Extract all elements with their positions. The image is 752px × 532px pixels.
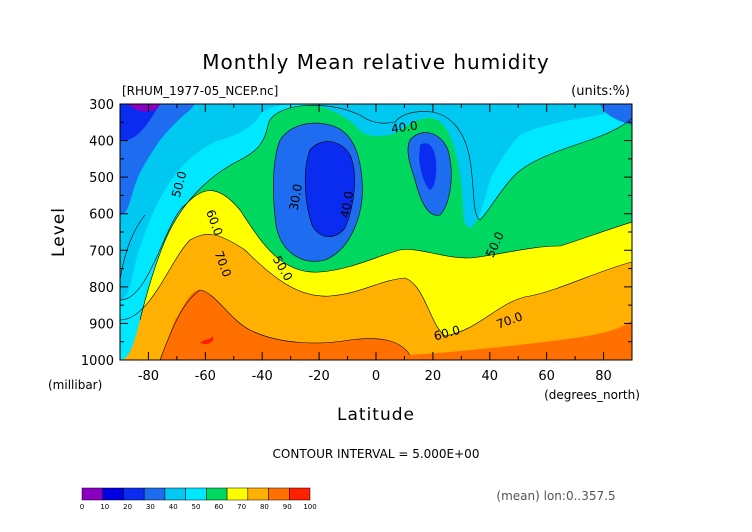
- colorbar-swatch: [185, 487, 207, 501]
- colorbar-swatch: [247, 487, 269, 501]
- colorbar-label: 30: [146, 503, 155, 511]
- contour-fills: [120, 104, 632, 360]
- x-tick-label: 80: [595, 369, 612, 384]
- fill-cyan-region: [120, 104, 632, 360]
- y-tick-label: 400: [89, 135, 114, 150]
- colorbar-swatch: [226, 487, 249, 501]
- axis-tick-labels: -80 -60 -40 -20 0 20 40 60 80 300 400 500 600 700 800 9…: [81, 98, 612, 384]
- colorbar-label: 20: [123, 503, 132, 511]
- x-tick-label: -60: [195, 369, 216, 384]
- colorbar-label: 80: [260, 503, 269, 511]
- y-tick-label: 500: [89, 171, 114, 186]
- units-label: (units:%): [571, 84, 630, 99]
- y-tick-label: 800: [89, 281, 114, 296]
- contour-line: [120, 190, 632, 301]
- chart-title: Monthly Mean relative humidity: [202, 50, 549, 74]
- x-tick-label: 40: [482, 369, 499, 384]
- colorbar-swatch: [289, 487, 311, 501]
- axis-ticks: [119, 103, 633, 361]
- y-axis-label: Level: [49, 207, 69, 257]
- contour-line: [273, 122, 363, 262]
- y-tick-label: 600: [89, 208, 114, 223]
- colorbar-label: 0: [80, 503, 84, 511]
- contour-value-labels: 40.030.0 40.050.060.070.0 50.050.060.070.0: [169, 118, 524, 343]
- y-tick-label: 900: [89, 317, 114, 332]
- x-axis-label: Latitude: [337, 405, 415, 425]
- colorbar-label: 60: [214, 503, 223, 511]
- colorbar-swatch: [164, 487, 186, 501]
- fill-mid-blue-region: [120, 104, 632, 262]
- contour-line: [139, 104, 632, 321]
- y-axis-unit: (millibar): [48, 378, 102, 392]
- x-axis-unit: (degrees_north): [544, 388, 640, 402]
- contour-interval-text: CONTOUR INTERVAL = 5.000E+00: [273, 447, 480, 461]
- contour-line: [407, 132, 452, 216]
- contour-line: [120, 214, 146, 281]
- x-tick-label: 60: [538, 369, 555, 384]
- colorbar-swatch: [81, 487, 103, 501]
- colorbar-label: 100: [303, 503, 316, 511]
- contour-lines: [120, 104, 632, 360]
- x-tick-label: -20: [308, 369, 329, 384]
- colorbar-swatch: [102, 487, 124, 501]
- fill-dark-orange-band: [160, 290, 632, 360]
- contour-label: 60.0: [432, 323, 461, 343]
- colorbar-swatch: [206, 487, 228, 501]
- fill-light-blue-region: [120, 104, 632, 300]
- fill-purple-core: [128, 104, 160, 112]
- contour-label: 40.0: [390, 118, 418, 136]
- colorbar-swatch: [123, 487, 145, 501]
- fill-red-band: [200, 336, 214, 345]
- file-label: [RHUM_1977-05_NCEP.nc]: [122, 84, 278, 98]
- colorbar: 0 10 20 30 40 50 60 70 80 90 100: [80, 487, 317, 511]
- colorbar-swatch: [143, 487, 166, 501]
- contour-line: [304, 141, 355, 237]
- x-tick-label: 20: [425, 369, 442, 384]
- contour-label: 50.0: [169, 170, 189, 199]
- contour-label: 40.0: [338, 190, 356, 219]
- contour-label: 30.0: [287, 183, 305, 212]
- colorbar-label: 90: [283, 503, 292, 511]
- colorbar-label: 10: [100, 503, 109, 511]
- y-tick-label: 700: [89, 244, 114, 259]
- contour-line: [159, 289, 411, 360]
- mean-longitude-text: (mean) lon:0..357.5: [496, 489, 615, 503]
- x-tick-label: -80: [138, 369, 159, 384]
- x-tick-label: 0: [372, 369, 380, 384]
- contour-line: [120, 234, 632, 337]
- x-tick-label: -40: [252, 369, 273, 384]
- fill-blue-core: [120, 104, 437, 237]
- y-tick-label: 300: [89, 98, 114, 113]
- colorbar-swatch: [268, 487, 290, 501]
- colorbar-label: 40: [169, 503, 178, 511]
- colorbar-label: 70: [237, 503, 246, 511]
- colorbar-label: 50: [192, 503, 201, 511]
- y-tick-label: 1000: [81, 354, 114, 369]
